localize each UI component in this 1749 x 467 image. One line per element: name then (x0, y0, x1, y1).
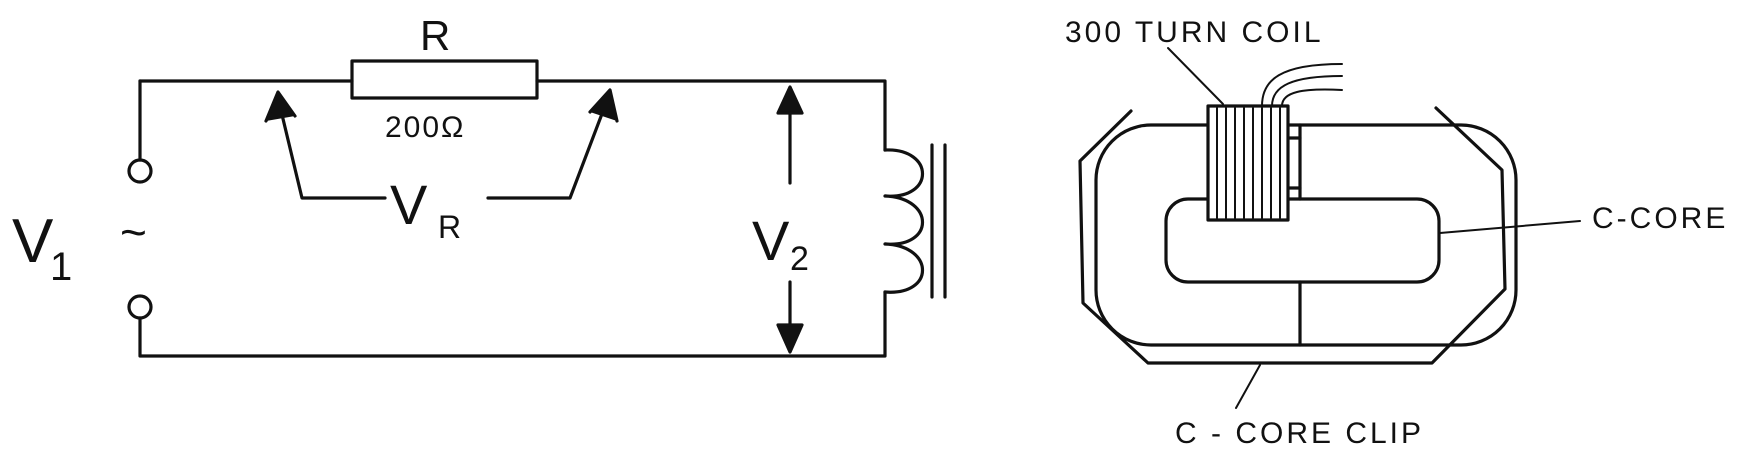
vr-pointer-left (276, 96, 387, 200)
inductor-coil (883, 148, 924, 294)
core-label: C-CORE (1592, 202, 1728, 235)
coil-label-leader (1167, 47, 1224, 105)
coil-lead-3 (1281, 88, 1343, 107)
clip-label: C - CORE CLIP (1175, 417, 1424, 450)
c-core-assembly: 300 TURN COIL C-CORE C - CORE CLIP (1065, 16, 1728, 450)
coil-winding-lines (1216, 107, 1281, 219)
inductor-voltage-subscript: 2 (790, 240, 809, 278)
clip-label-leader (1235, 364, 1261, 409)
coil-lead-2 (1271, 75, 1343, 107)
source-terminal-bottom (127, 294, 153, 320)
inductor-voltage-label: V (752, 209, 790, 272)
circuit-schematic: R 200Ω V 1 ~ V R V 2 (12, 12, 947, 358)
vr-pointer-right (486, 96, 610, 200)
resistor (350, 59, 539, 100)
v2-arrowhead-bottom (776, 323, 804, 354)
c-core-clip-outline (1078, 106, 1507, 365)
c-core-window (1164, 197, 1441, 284)
left-wire-lower (138, 290, 887, 358)
source-voltage-label: V (12, 207, 54, 276)
top-wire-right (535, 79, 887, 152)
coil-lead-1 (1261, 63, 1343, 107)
resistor-value-label: 200Ω (385, 111, 465, 144)
vr-arrowhead-right (588, 88, 619, 123)
source-voltage-subscript: 1 (50, 245, 72, 289)
v2-arrowhead-top (776, 85, 804, 115)
source-terminal-top (127, 158, 153, 184)
coil-winding-block (1206, 104, 1290, 222)
resistor-voltage-subscript: R (438, 209, 461, 245)
source-ac-symbol: ~ (120, 206, 147, 258)
resistor-voltage-label: V (390, 173, 428, 236)
vr-arrowhead-left (264, 90, 297, 123)
c-core-outer (1094, 123, 1518, 347)
resistor-name-label: R (420, 12, 450, 59)
coil-label: 300 TURN COIL (1065, 16, 1324, 49)
core-label-leader (1439, 220, 1581, 234)
